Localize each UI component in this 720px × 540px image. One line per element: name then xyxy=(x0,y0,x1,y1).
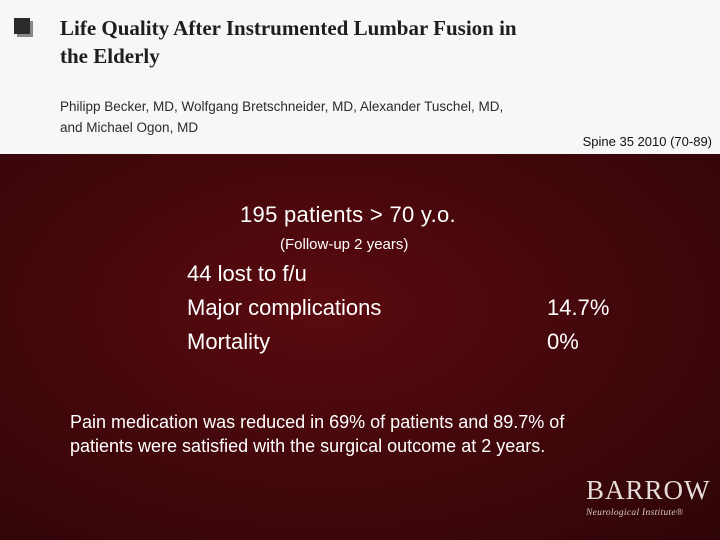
barrow-logo: BARROW Neurological Institute® xyxy=(586,475,711,535)
patient-count-headline: 195 patients > 70 y.o. xyxy=(240,202,456,227)
barrow-logo-wordmark: BARROW xyxy=(586,475,711,505)
major-complications-label: Major complications xyxy=(187,295,382,320)
outcome-summary: Pain medication was reduced in 69% of pa… xyxy=(70,410,700,458)
mortality-value: 0% xyxy=(547,329,579,354)
paper-title-line-1: Life Quality After Instrumented Lumbar F… xyxy=(60,16,517,40)
square-bullet-icon xyxy=(14,18,30,34)
mortality-label: Mortality xyxy=(187,329,271,354)
author-list: Philipp Becker, MD, Wolfgang Bretschneid… xyxy=(60,96,580,138)
major-complications-value: 14.7% xyxy=(547,295,610,320)
barrow-logo-subtitle: Neurological Institute® xyxy=(586,508,684,518)
author-line-2: and Michael Ogon, MD xyxy=(60,120,199,135)
slide-content: 195 patients > 70 y.o. (Follow-up 2 year… xyxy=(0,154,720,540)
paper-title: Life Quality After Instrumented Lumbar F… xyxy=(60,14,620,70)
paper-title-line-2: the Elderly xyxy=(60,44,160,68)
author-line-1: Philipp Becker, MD, Wolfgang Bretschneid… xyxy=(60,99,504,114)
paper-header: Life Quality After Instrumented Lumbar F… xyxy=(0,0,720,154)
journal-citation: Spine 35 2010 (70-89) xyxy=(582,134,712,149)
followup-note: (Follow-up 2 years) xyxy=(280,236,409,253)
outcome-summary-line-2: patients were satisfied with the surgica… xyxy=(70,436,546,456)
outcome-summary-line-1: Pain medication was reduced in 69% of pa… xyxy=(70,412,565,432)
lost-to-followup-label: 44 lost to f/u xyxy=(187,261,307,286)
